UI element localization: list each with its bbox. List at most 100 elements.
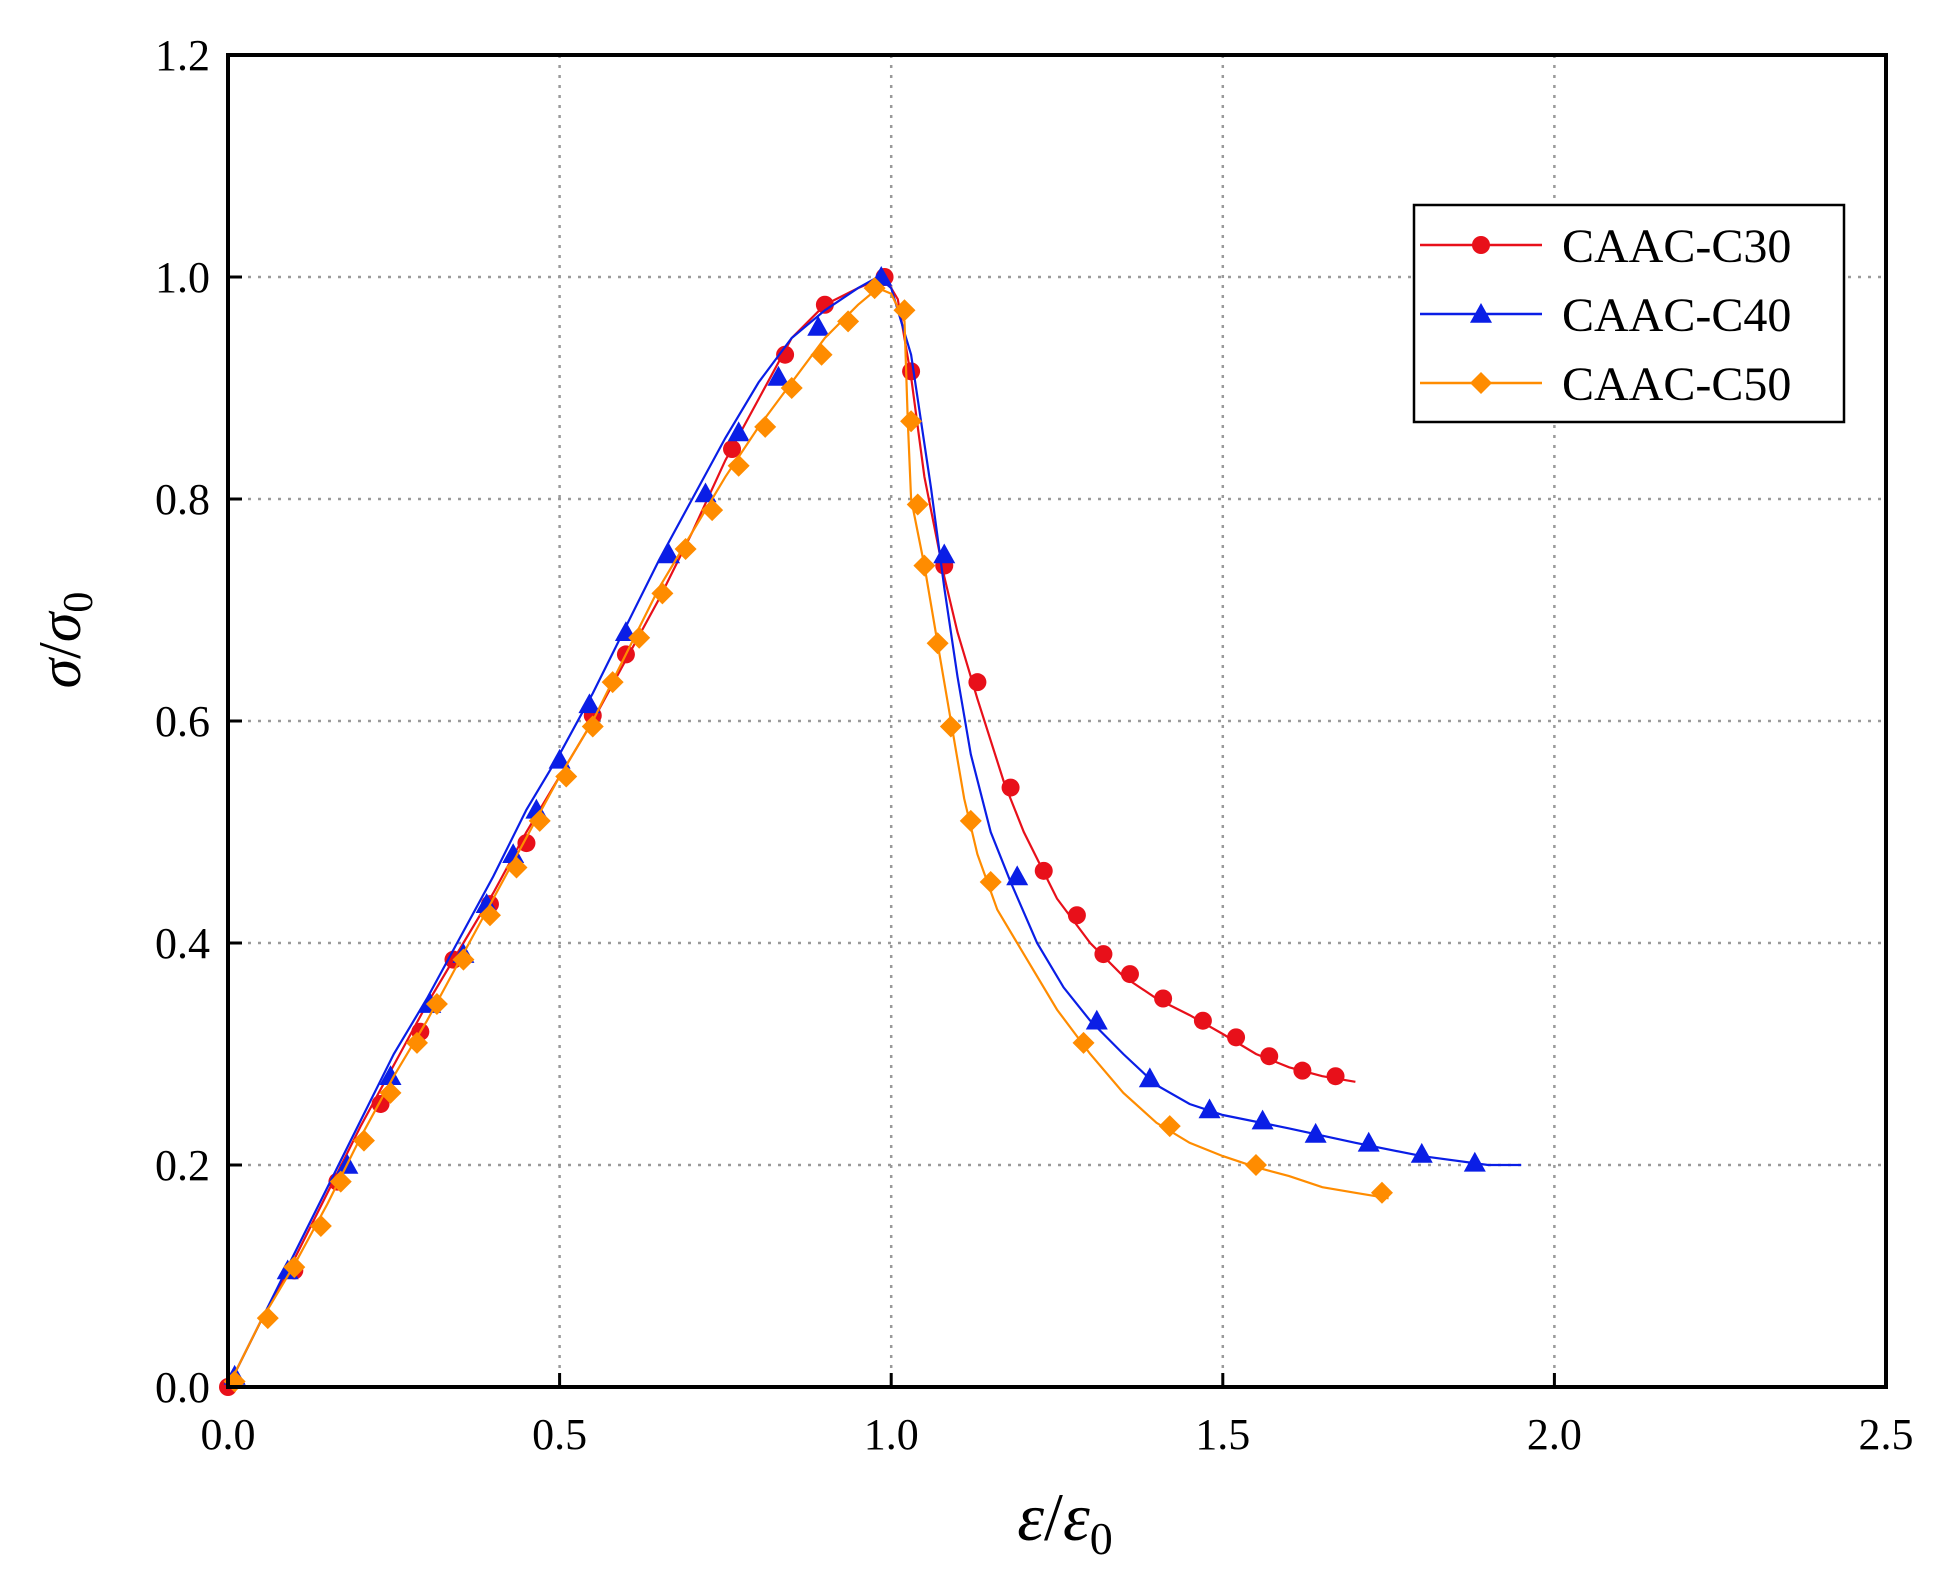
- data-point: [1094, 945, 1113, 964]
- data-point: [674, 537, 697, 560]
- data-point: [767, 365, 790, 386]
- x-tick-label: 0.5: [532, 1410, 587, 1459]
- data-point: [548, 748, 571, 769]
- data-point: [1138, 1067, 1161, 1088]
- x-tick-label: 0.0: [201, 1410, 256, 1459]
- data-point: [256, 1307, 279, 1330]
- data-point: [283, 1256, 306, 1279]
- series-caac-c50: [223, 277, 1393, 1393]
- data-point: [1158, 1115, 1181, 1138]
- data-point: [352, 1129, 375, 1152]
- data-point: [1154, 989, 1173, 1008]
- data-point: [900, 410, 923, 433]
- y-tick-label: 1.0: [155, 253, 210, 302]
- data-point: [1193, 1011, 1212, 1030]
- data-point: [452, 948, 475, 971]
- data-point: [780, 377, 803, 399]
- data-point: [906, 493, 929, 516]
- data-point: [1120, 965, 1139, 984]
- data-point: [701, 499, 724, 522]
- data-point: [863, 277, 886, 300]
- data-point: [628, 626, 651, 649]
- data-point: [1198, 1098, 1221, 1119]
- data-point: [425, 993, 448, 1016]
- data-point: [727, 454, 750, 477]
- data-point: [1304, 1122, 1327, 1143]
- data-point: [601, 671, 624, 694]
- series-caac-c30: [219, 268, 1356, 1396]
- data-point: [1260, 1047, 1279, 1066]
- y-tick-label: 0.4: [155, 919, 210, 968]
- data-point: [926, 632, 949, 655]
- data-point: [837, 310, 860, 333]
- y-axis-title: σ/σ0: [27, 592, 102, 689]
- y-tick-label: 0.2: [155, 1141, 210, 1190]
- legend-item: CAAC-C50: [1420, 358, 1791, 411]
- data-point: [727, 421, 750, 442]
- data-point: [723, 440, 742, 459]
- data-point: [505, 856, 528, 879]
- y-tick-label: 0.6: [155, 697, 210, 746]
- data-point: [1410, 1142, 1433, 1163]
- data-point: [913, 554, 936, 577]
- legend-label: CAAC-C30: [1562, 220, 1791, 273]
- legend-marker: [1470, 303, 1492, 323]
- legend-item: CAAC-C30: [1420, 220, 1791, 273]
- y-tick-label: 1.2: [155, 31, 210, 80]
- data-point: [933, 543, 956, 564]
- data-point: [807, 315, 830, 336]
- legend-label: CAAC-C40: [1562, 289, 1791, 342]
- legend-marker: [1470, 372, 1492, 394]
- x-tick-label: 1.0: [864, 1410, 919, 1459]
- data-point: [1244, 1154, 1267, 1176]
- legend-item: CAAC-C40: [1420, 289, 1791, 342]
- data-point: [1006, 865, 1029, 886]
- data-point: [754, 415, 777, 438]
- series-layer: [219, 266, 1522, 1396]
- data-point: [379, 1081, 402, 1104]
- data-point: [1357, 1131, 1380, 1152]
- data-point: [1370, 1181, 1393, 1204]
- x-tick-label: 2.5: [1859, 1410, 1914, 1459]
- data-point: [651, 582, 674, 605]
- data-point: [1001, 778, 1020, 797]
- data-point: [815, 295, 834, 314]
- y-tick-label: 0.0: [155, 1363, 210, 1412]
- data-point: [329, 1170, 352, 1193]
- x-axis-title: ε/ε0: [1017, 1479, 1113, 1564]
- data-point: [1463, 1151, 1486, 1172]
- data-point: [1085, 1009, 1108, 1030]
- axis-layer: 0.0 0.5 1.0 1.5 2.0 2.5 0.0 0.2 0.4 0.6 0.8 1.0 1.2: [155, 31, 1914, 1459]
- data-point: [309, 1215, 332, 1238]
- data-point: [1034, 861, 1053, 880]
- data-point: [1227, 1028, 1246, 1047]
- data-point: [406, 1031, 429, 1054]
- data-point: [379, 1065, 402, 1085]
- legend: CAAC-C30 CAAC-C40 CAAC-C50: [1412, 203, 1846, 424]
- data-point: [1251, 1109, 1274, 1130]
- x-tick-label: 2.0: [1527, 1410, 1582, 1459]
- data-point: [979, 870, 1002, 893]
- data-point: [502, 843, 525, 863]
- data-point: [893, 299, 916, 322]
- series-line: [227, 286, 1389, 1388]
- data-point: [578, 693, 601, 714]
- data-point: [776, 345, 795, 364]
- data-point: [478, 904, 501, 927]
- data-point: [1067, 906, 1086, 925]
- data-point: [968, 673, 987, 692]
- series-line: [227, 275, 1522, 1388]
- data-point: [1293, 1061, 1312, 1080]
- data-point: [1326, 1067, 1345, 1086]
- legend-label: CAAC-C50: [1562, 358, 1791, 411]
- legend-marker: [1472, 236, 1490, 254]
- data-point: [694, 482, 717, 503]
- data-point: [528, 809, 551, 832]
- series-caac-c40: [223, 266, 1522, 1388]
- data-point: [959, 809, 982, 832]
- y-tick-label: 0.8: [155, 475, 210, 524]
- series-line: [227, 275, 1356, 1388]
- data-point: [1072, 1031, 1095, 1054]
- x-tick-label: 1.5: [1195, 1410, 1250, 1459]
